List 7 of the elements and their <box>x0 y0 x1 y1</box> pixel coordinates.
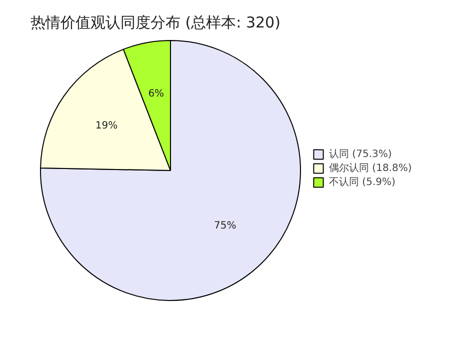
data-label: 19% <box>95 120 118 132</box>
data-label: 6% <box>148 88 164 100</box>
legend-label: 认同 (75.3%) <box>329 148 392 161</box>
legend-label: 偶尔认同 (18.8%) <box>329 162 412 175</box>
legend-label: 不认同 (5.9%) <box>329 176 396 189</box>
data-label: 75% <box>214 220 236 232</box>
chart-title: 热情价值观认同度分布 (总样本: 320) <box>30 14 280 32</box>
